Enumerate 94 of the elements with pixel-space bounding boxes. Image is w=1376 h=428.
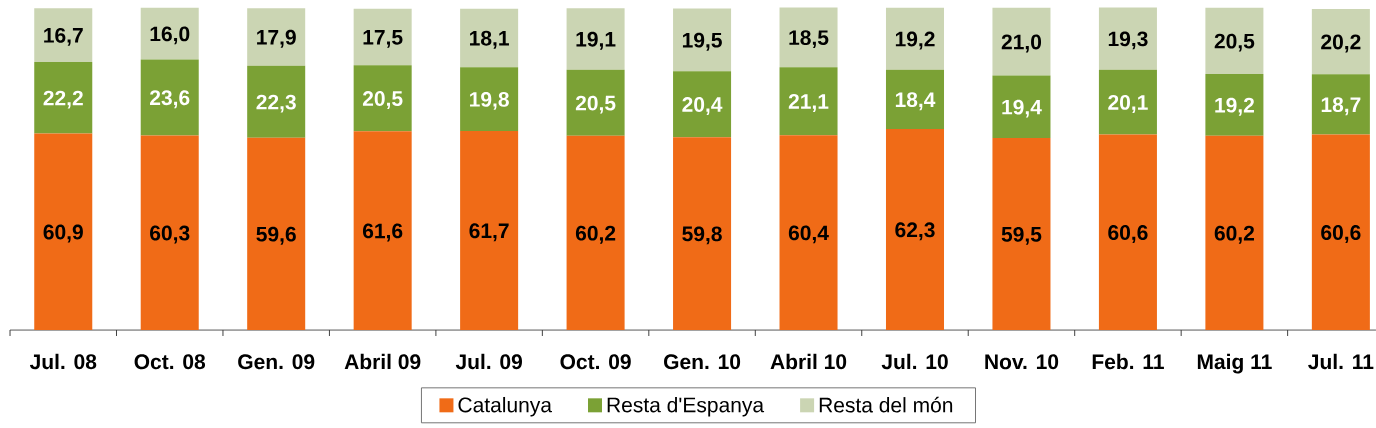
data-label: 18,7: [1321, 97, 1361, 116]
legend-label: Resta d'Espanya: [607, 396, 765, 417]
bar: [673, 8, 732, 72]
bar: [673, 71, 732, 138]
bar: [140, 7, 199, 60]
bar: [247, 8, 306, 66]
x-tick-label: Jul. 09: [455, 353, 522, 370]
bar: [460, 131, 519, 330]
bar: [1311, 134, 1370, 330]
bar: [140, 59, 199, 136]
x-tick-label: Abril 09: [344, 353, 421, 370]
bar: [992, 75, 1051, 139]
data-label: 62,3: [895, 222, 935, 241]
data-label: 19,5: [682, 32, 722, 51]
bar: [566, 69, 625, 136]
data-label: 21,1: [788, 94, 829, 112]
bar: [992, 138, 1051, 330]
data-label: 19,8: [470, 91, 509, 110]
bar: [673, 137, 732, 330]
data-label: 18,5: [789, 30, 829, 49]
bar: [1098, 134, 1157, 330]
data-label: 20,5: [1214, 33, 1255, 52]
bar: [460, 8, 519, 68]
bar: [1205, 73, 1264, 136]
x-tick-label: Jul. 10: [881, 353, 948, 370]
data-label: 59,5: [1001, 226, 1042, 245]
data-label: 60,6: [1321, 225, 1361, 244]
x-tick-label: Jul. 08: [29, 353, 97, 370]
data-label: 19,3: [1108, 31, 1148, 50]
x-tick-label: Oct. 08: [134, 354, 206, 370]
legend-label: Resta del món: [819, 396, 953, 413]
bar: [140, 135, 199, 330]
data-label: 19,4: [1002, 99, 1042, 118]
data-label: 19,2: [895, 31, 935, 50]
data-label: 59,6: [256, 226, 296, 245]
bar: [992, 7, 1051, 76]
bar: [566, 8, 625, 70]
bar: [1098, 7, 1157, 70]
data-label: 20,2: [1321, 34, 1361, 53]
data-label: 19,1: [576, 31, 616, 50]
data-label: 59,8: [682, 226, 722, 245]
x-tick-label: Oct. 09: [560, 354, 631, 370]
data-label: 17,9: [257, 29, 296, 48]
x-tick-label: Nov. 10: [985, 354, 1059, 370]
data-label: 60,9: [43, 224, 83, 243]
data-label: 19,2: [1215, 97, 1254, 116]
bar: [353, 131, 412, 330]
data-label: 18,4: [895, 92, 936, 111]
bar: [1311, 74, 1370, 135]
bar: [34, 133, 93, 330]
data-label: 20,1: [1108, 94, 1148, 113]
x-tick-label: Maig 11: [1197, 353, 1272, 374]
data-label: 17,5: [363, 30, 403, 48]
data-label: 21,0: [1001, 34, 1042, 53]
data-label: 22,2: [43, 90, 83, 109]
bar: [460, 67, 519, 132]
bar: [1098, 69, 1157, 135]
data-label: 60,3: [150, 225, 190, 244]
data-label: 16,7: [44, 27, 83, 46]
x-tick-label: Gen. 10: [664, 354, 741, 370]
data-label: 23,6: [150, 90, 190, 109]
data-label: 20,4: [682, 97, 723, 115]
x-tick-label: Feb. 11: [1092, 353, 1164, 370]
bar: [34, 62, 93, 134]
bar: [885, 129, 945, 330]
bar: [247, 65, 306, 138]
data-label: 16,0: [150, 26, 190, 45]
data-label: 61,6: [362, 223, 403, 242]
data-label: 60,6: [1108, 225, 1148, 244]
bar: [885, 7, 945, 70]
x-tick-label: Jul. 11: [1308, 353, 1374, 370]
bar: [779, 7, 838, 68]
data-label: 60,4: [788, 225, 829, 244]
bar: [566, 135, 625, 330]
legend-label: Catalunya: [458, 396, 552, 417]
data-label: 60,2: [1214, 225, 1254, 244]
bar: [1311, 9, 1370, 75]
bar: [247, 137, 306, 330]
data-label: 60,2: [575, 225, 616, 244]
x-tick-label: Abril 10: [770, 353, 847, 370]
bar: [1205, 135, 1264, 330]
bar: [779, 67, 838, 136]
bar: [885, 69, 945, 130]
data-label: 22,3: [256, 94, 296, 113]
data-label: 20,5: [362, 91, 403, 110]
bar: [353, 65, 412, 132]
data-label: 18,1: [470, 30, 509, 49]
x-tick-label: Gen. 09: [238, 354, 315, 370]
bar: [34, 8, 93, 62]
bar: [1205, 7, 1264, 74]
data-label: 61,7: [469, 223, 509, 242]
bar: [779, 135, 838, 330]
data-label: 20,5: [575, 95, 616, 114]
bar: [353, 8, 412, 66]
